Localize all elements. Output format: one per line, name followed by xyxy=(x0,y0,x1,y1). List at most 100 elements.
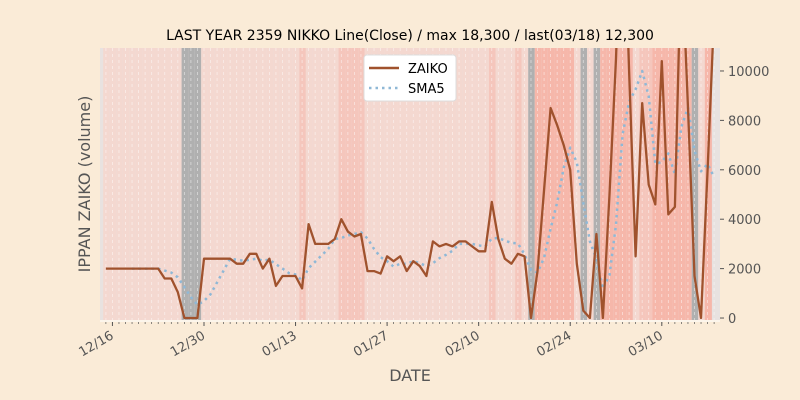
series-line-sma5 xyxy=(132,69,716,307)
background-band xyxy=(246,48,254,320)
background-band xyxy=(227,48,234,320)
background-band xyxy=(417,48,424,320)
background-band xyxy=(332,48,339,320)
background-band xyxy=(593,48,601,320)
y-tick-label: 6000 xyxy=(728,164,761,179)
y-tick-label: 10000 xyxy=(728,65,769,80)
background-band xyxy=(534,48,542,320)
background-band xyxy=(574,48,581,320)
background-band xyxy=(423,48,431,320)
background-band xyxy=(305,48,313,320)
x-axis: 12/16 12/30 01/13 01/27 02/10 02/24 03/10 xyxy=(76,320,720,360)
background-band xyxy=(613,48,620,320)
background-band xyxy=(175,48,182,320)
background-band xyxy=(253,48,261,320)
background-band xyxy=(587,48,594,320)
background-band xyxy=(345,48,352,320)
background-band xyxy=(181,48,189,320)
background-band xyxy=(390,48,398,320)
background-band xyxy=(312,48,319,320)
background-band xyxy=(547,48,555,320)
background-band xyxy=(554,48,561,320)
background-band xyxy=(129,48,136,320)
background-band xyxy=(410,48,418,320)
background-band xyxy=(266,48,274,320)
background-band xyxy=(194,48,202,320)
background-band xyxy=(299,48,306,320)
background-band xyxy=(580,48,588,320)
background-band xyxy=(560,48,568,320)
background-band xyxy=(142,48,149,320)
background-band xyxy=(521,48,529,320)
background-band xyxy=(148,48,156,320)
background-band xyxy=(456,48,463,320)
background-band xyxy=(279,48,287,320)
background-band xyxy=(639,48,646,320)
background-band xyxy=(678,48,686,320)
background-band xyxy=(188,48,195,320)
background-band xyxy=(488,48,496,320)
background-band xyxy=(240,48,247,320)
background-band xyxy=(659,48,666,320)
background-band xyxy=(207,48,215,320)
legend-label-sma5: SMA5 xyxy=(408,82,445,97)
background-band xyxy=(436,48,444,320)
background-band xyxy=(377,48,385,320)
legend: ZAIKO SMA5 xyxy=(363,54,457,102)
y-axis-label: IPPAN ZAIKO (volume) xyxy=(75,96,94,273)
background-band xyxy=(364,48,372,320)
background-band xyxy=(214,48,221,320)
background-band xyxy=(155,48,162,320)
background-band xyxy=(632,48,640,320)
background-band xyxy=(515,48,522,320)
series-line-zaiko xyxy=(105,48,714,320)
background-band xyxy=(430,48,437,320)
x-tick-label: 02/10 xyxy=(443,328,483,360)
background-band xyxy=(201,48,208,320)
y-axis: 0 2000 4000 6000 8000 10000 xyxy=(720,65,769,327)
background-band xyxy=(626,48,633,320)
background-band xyxy=(698,48,705,320)
background-band xyxy=(116,48,123,320)
background-band xyxy=(711,48,712,320)
legend-box xyxy=(363,54,457,102)
legend-label-zaiko: ZAIKO xyxy=(408,62,448,77)
background-band xyxy=(292,48,300,320)
background-band xyxy=(475,48,483,320)
background-band xyxy=(619,48,627,320)
background-band xyxy=(528,48,535,320)
background-band xyxy=(286,48,293,320)
y-tick-label: 8000 xyxy=(728,114,761,129)
background-band xyxy=(397,48,404,320)
x-tick-label: 02/24 xyxy=(534,328,574,360)
x-tick-label: 12/30 xyxy=(168,328,208,360)
x-tick-label: 12/16 xyxy=(76,328,116,360)
y-tick-label: 0 xyxy=(728,312,736,327)
background-band xyxy=(325,48,333,320)
background-band xyxy=(161,48,169,320)
background-band xyxy=(502,48,509,320)
x-tick-label: 03/10 xyxy=(626,328,666,360)
background-band xyxy=(103,48,110,320)
x-axis-label: DATE xyxy=(389,366,431,385)
series-lines xyxy=(105,48,716,320)
background-band xyxy=(469,48,476,320)
background-band xyxy=(443,48,450,320)
background-band xyxy=(273,48,280,320)
background-band xyxy=(122,48,130,320)
background-band xyxy=(665,48,673,320)
background-band xyxy=(109,48,117,320)
background-band xyxy=(600,48,607,320)
x-tick-label: 01/13 xyxy=(260,328,300,360)
background-band xyxy=(371,48,378,320)
background-band xyxy=(685,48,692,320)
background-band xyxy=(508,48,516,320)
background-band xyxy=(135,48,143,320)
background-band xyxy=(220,48,228,320)
y-tick-label: 2000 xyxy=(728,263,761,278)
background-band xyxy=(449,48,457,320)
background-band xyxy=(318,48,326,320)
background-band xyxy=(384,48,391,320)
background-band xyxy=(462,48,470,320)
